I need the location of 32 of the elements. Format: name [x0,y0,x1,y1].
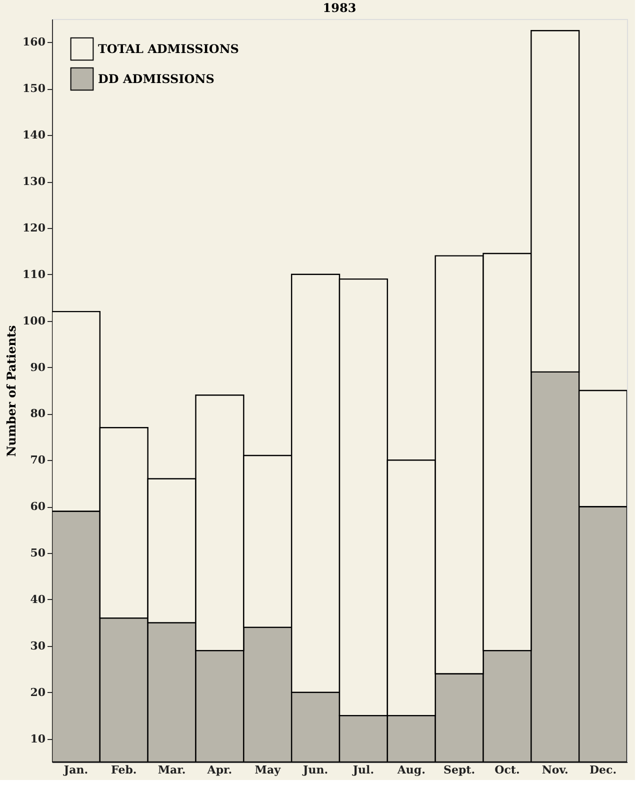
x-tick-label: Sept. [444,764,476,776]
y-tick-label: 120 [22,221,46,234]
x-tick-label: May [254,764,282,776]
x-tick-label: Jan. [62,764,88,776]
y-axis-title: Number of Patients [4,325,19,457]
y-tick-label: 30 [30,639,46,652]
y-tick-label: 50 [30,546,46,560]
x-tick-label: Mar. [158,764,186,776]
y-tick-label: 60 [30,500,46,514]
y-tick-label: 80 [30,407,46,420]
x-tick-label: Nov. [542,764,568,776]
y-tick-label: 150 [22,82,46,96]
x-tick-label: Jun. [302,764,328,776]
x-tick-label: Aug. [396,764,426,776]
legend-label: TOTAL ADMISSIONS [98,42,239,56]
x-tick-label: Feb. [111,764,137,776]
y-tick-label: 110 [22,268,46,281]
y-tick-label: 70 [30,454,46,467]
y-tick-label: 130 [22,175,46,188]
y-tick-label: 40 [30,592,46,606]
x-tick-label: Apr. [206,764,232,776]
x-tick-label: Dec. [590,764,617,776]
x-tick-label: Jul. [352,764,374,776]
y-tick-label: 20 [30,686,46,699]
y-tick-label: 90 [30,360,46,374]
chart-title: 1983 [322,1,356,15]
y-tick-label: 10 [30,732,46,746]
legend-label: DD ADMISSIONS [98,72,214,86]
y-tick-label: 100 [22,314,46,328]
y-tick-label: 140 [22,128,46,142]
x-tick-label: Oct. [494,764,520,776]
y-tick-label: 160 [22,36,46,49]
